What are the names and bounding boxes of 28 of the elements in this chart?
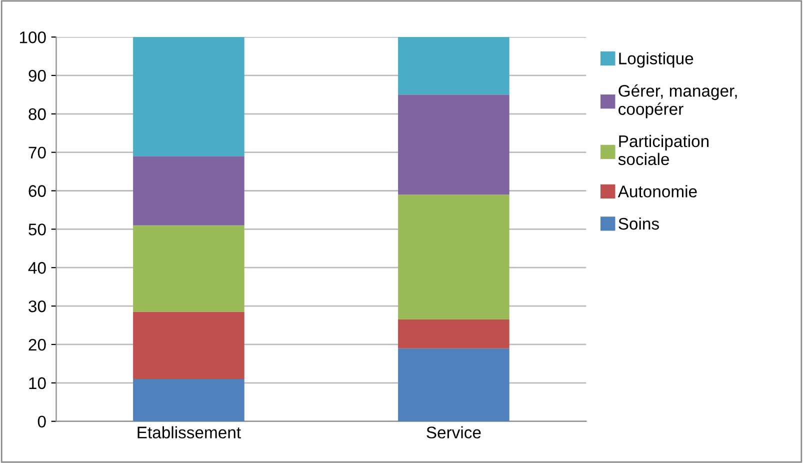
y-tick-label: 50 — [28, 224, 46, 236]
y-tick-label: 70 — [28, 146, 46, 159]
legend-label: Participation sociale — [618, 134, 708, 166]
bar — [133, 312, 244, 380]
legend-label: Gérer, manager, coopérer — [618, 84, 737, 118]
bar — [133, 379, 244, 422]
bar — [133, 37, 244, 156]
bar — [398, 37, 510, 95]
bar — [398, 319, 510, 348]
bar — [133, 225, 244, 312]
y-tick-label: 20 — [28, 338, 46, 351]
x-tick-label: Etablissement — [138, 426, 241, 438]
y-tick-label: 30 — [28, 300, 46, 312]
y-tick-label: 80 — [28, 108, 46, 120]
y-tick-label: 100 — [20, 31, 46, 44]
y-tick-label: 60 — [28, 185, 46, 197]
y-tick-label: 90 — [28, 70, 46, 82]
legend-label: Soins — [618, 217, 659, 230]
y-tick-label: 0 — [38, 416, 46, 428]
bar — [398, 348, 510, 422]
x-tick-label: Service — [426, 426, 481, 438]
bar — [133, 156, 244, 226]
bar — [398, 194, 510, 320]
legend-label: Autonomie — [618, 185, 697, 198]
bar — [398, 94, 510, 195]
legend-label: Logistique — [619, 52, 694, 68]
y-tick-label: 10 — [29, 377, 46, 390]
y-tick-label: 40 — [28, 262, 46, 274]
